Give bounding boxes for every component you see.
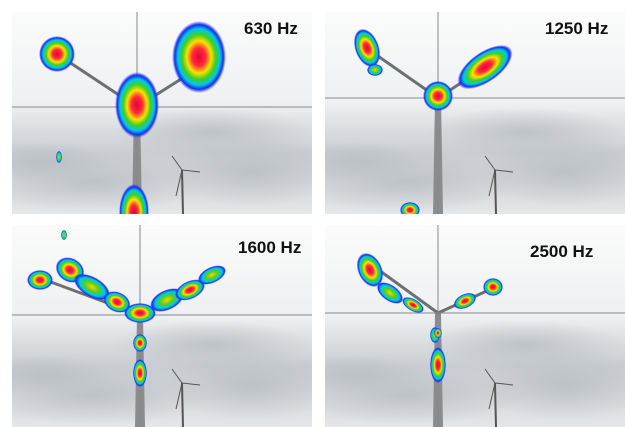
distant-tower bbox=[495, 383, 496, 427]
source-map bbox=[400, 202, 420, 218]
source-map bbox=[172, 21, 226, 93]
source-map bbox=[367, 64, 383, 76]
distant-tower bbox=[182, 383, 183, 427]
source-map bbox=[434, 328, 442, 338]
frequency-label: 1250 Hz bbox=[545, 19, 608, 38]
source-map bbox=[39, 36, 75, 72]
source-map bbox=[27, 270, 53, 290]
source-map bbox=[133, 359, 147, 387]
source-map bbox=[56, 151, 62, 163]
frequency-label: 2500 Hz bbox=[530, 242, 593, 261]
source-map bbox=[483, 278, 503, 296]
cloud bbox=[425, 320, 625, 370]
photo bbox=[0, 12, 342, 240]
source-map bbox=[423, 81, 453, 111]
photo bbox=[285, 12, 625, 218]
panel: 630 Hz bbox=[0, 12, 342, 240]
source-map bbox=[133, 334, 147, 352]
frequency-label: 1600 Hz bbox=[238, 238, 301, 257]
figure: 630 Hz 1250 Hz 1600 Hz 2500 Hz bbox=[0, 0, 625, 427]
source-map bbox=[61, 230, 67, 240]
panel: 2500 Hz bbox=[285, 225, 625, 427]
distant-tower bbox=[495, 170, 496, 214]
source-map bbox=[430, 347, 446, 383]
panel: 1600 Hz bbox=[0, 225, 342, 427]
source-map bbox=[115, 72, 159, 138]
frequency-label: 630 Hz bbox=[244, 19, 298, 38]
panel: 1250 Hz bbox=[285, 12, 625, 218]
distant-tower bbox=[182, 170, 183, 214]
cloud bbox=[425, 107, 625, 157]
